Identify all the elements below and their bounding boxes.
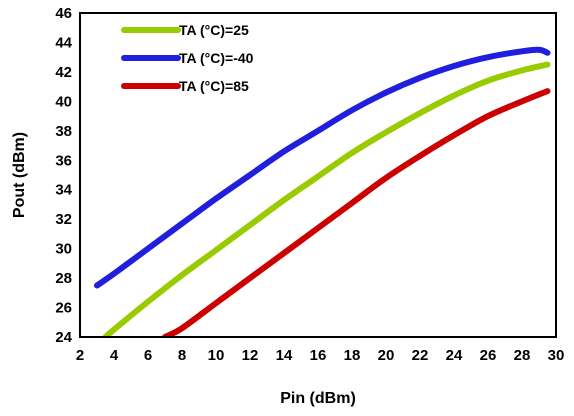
legend-label-0: TA (°C)=25 xyxy=(179,22,249,38)
legend: TA (°C)=25 TA (°C)=-40 TA (°C)=85 xyxy=(121,22,254,94)
x-tick-label: 28 xyxy=(514,347,531,364)
x-tick-label: 20 xyxy=(378,347,395,364)
y-tick-label: 38 xyxy=(55,123,72,140)
x-tick-label: 30 xyxy=(548,347,565,364)
series-lines xyxy=(94,46,551,337)
y-tick-label: 32 xyxy=(55,211,72,228)
y-axis-title: Pout (dBm) xyxy=(11,132,28,218)
y-tick-label: 34 xyxy=(55,182,72,199)
x-tick-label: 16 xyxy=(310,347,327,364)
x-tick-label: 14 xyxy=(276,347,293,364)
y-tick-label: 44 xyxy=(55,34,72,51)
x-tick-label: 18 xyxy=(344,347,361,364)
series-line-0 xyxy=(102,61,551,337)
y-tick-label: 24 xyxy=(55,329,72,346)
x-tick-label: 26 xyxy=(480,347,497,364)
x-tick-label: 24 xyxy=(446,347,463,364)
y-tick-label: 36 xyxy=(55,152,72,169)
series-line-2 xyxy=(162,88,551,337)
x-axis-title: Pin (dBm) xyxy=(280,390,356,407)
x-tick-label: 6 xyxy=(144,347,152,364)
x-tick-labels: 2 4 6 8 10 12 14 16 18 20 22 24 26 28 30 xyxy=(76,347,565,364)
y-tick-label: 28 xyxy=(55,270,72,287)
x-tick-label: 2 xyxy=(76,347,84,364)
y-tick-label: 40 xyxy=(55,93,72,110)
y-tick-label: 46 xyxy=(55,5,72,22)
y-tick-label: 42 xyxy=(55,64,72,81)
y-tick-labels: 24 26 28 30 32 34 36 38 40 42 44 46 xyxy=(55,5,72,346)
x-tick-label: 8 xyxy=(178,347,186,364)
x-tick-label: 10 xyxy=(208,347,225,364)
series-line-1 xyxy=(94,46,551,289)
legend-label-2: TA (°C)=85 xyxy=(179,78,249,94)
x-tick-label: 4 xyxy=(110,347,119,364)
y-tick-label: 26 xyxy=(55,300,72,317)
y-tick-label: 30 xyxy=(55,241,72,258)
x-tick-label: 22 xyxy=(412,347,429,364)
plot-area-frame xyxy=(79,12,557,338)
x-tick-label: 12 xyxy=(242,347,259,364)
legend-label-1: TA (°C)=-40 xyxy=(179,50,254,66)
